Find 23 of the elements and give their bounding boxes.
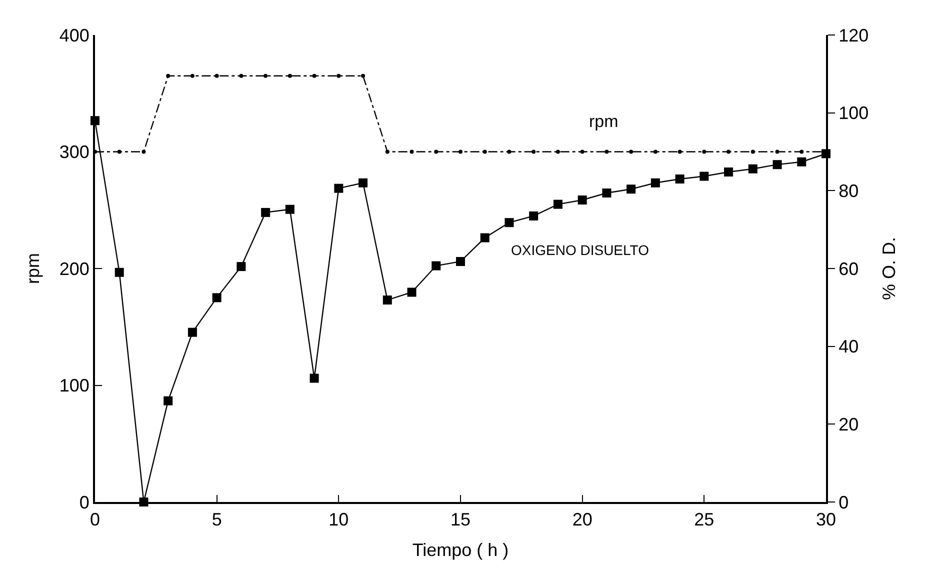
y-tick-label: 300 xyxy=(59,142,90,162)
y2-tick-label: 60 xyxy=(838,258,859,279)
y2-tick-label: 100 xyxy=(838,103,869,124)
x-tick-label: 30 xyxy=(816,510,836,530)
y-tick-label: 0 xyxy=(79,492,90,512)
y-tick-label: 100 xyxy=(59,376,90,396)
x-tick-label: 25 xyxy=(694,510,714,530)
y-tick-label: 200 xyxy=(59,258,90,279)
y2-tick-label: 120 xyxy=(838,25,869,46)
x-tick-label: 5 xyxy=(212,510,222,530)
y2-tick-label: 20 xyxy=(838,414,859,434)
y-tick-label: 400 xyxy=(59,25,90,46)
x-tick-label: 10 xyxy=(328,510,349,530)
x-tick-label: 15 xyxy=(450,510,471,530)
y2-tick-label: 80 xyxy=(838,180,859,201)
y2-tick-label: 40 xyxy=(838,336,859,357)
x-axis-title: Tiempo ( h ) xyxy=(412,540,509,560)
annotation: OXIGENO DISUELTO xyxy=(511,242,650,258)
y-axis-title: rpm xyxy=(23,253,44,284)
annotation: rpm xyxy=(589,112,618,131)
y2-axis-title: % O. D. xyxy=(879,236,900,300)
x-tick-label: 20 xyxy=(572,510,592,530)
y2-tick-label: 0 xyxy=(838,492,849,512)
